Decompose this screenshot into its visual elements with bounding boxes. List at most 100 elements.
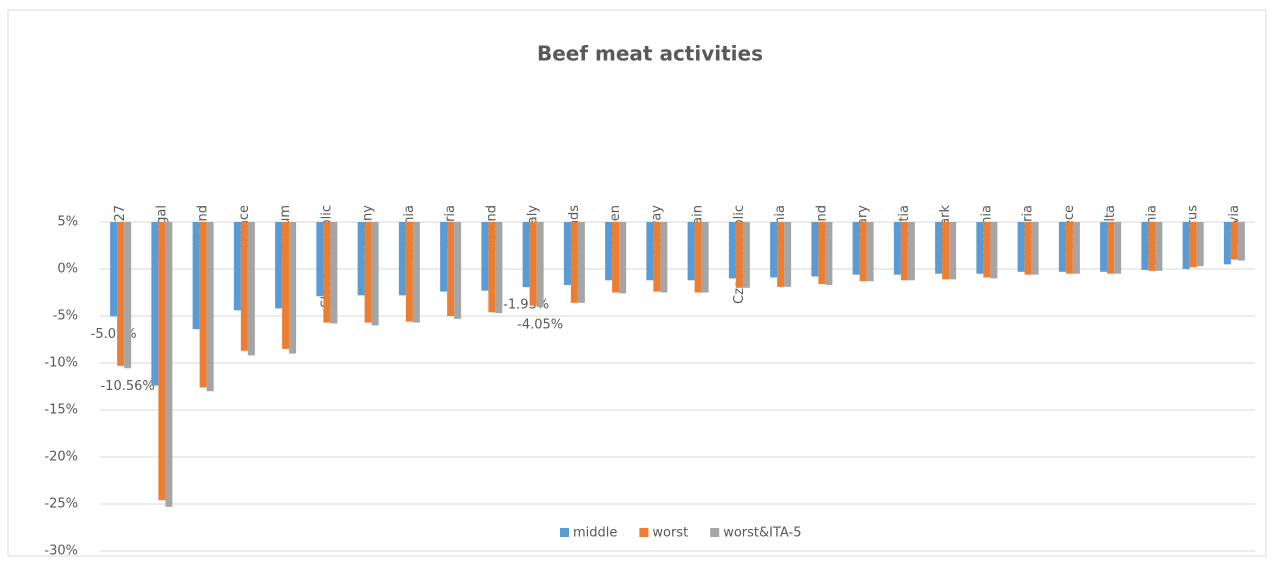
bar: [942, 222, 950, 280]
bar: [454, 222, 462, 319]
legend-label: worst: [652, 526, 688, 541]
bar: [1189, 222, 1197, 268]
bar: [1223, 222, 1231, 265]
bar: [522, 222, 530, 288]
bar: [570, 222, 578, 303]
value-label: -4.05%: [517, 318, 563, 333]
bar: [1065, 222, 1073, 274]
bar: [701, 222, 709, 293]
chart-title: Beef meat activities: [537, 42, 763, 66]
bar: [529, 222, 537, 306]
bar: [976, 222, 984, 274]
bar: [1114, 222, 1122, 274]
bar: [694, 222, 702, 293]
bar: [1072, 222, 1080, 274]
y-tick-label: -25%: [44, 497, 78, 512]
bar: [124, 222, 132, 369]
bar: [577, 222, 585, 303]
bar: [364, 222, 372, 323]
bar: [1148, 222, 1156, 271]
bar: [488, 222, 496, 313]
bar: [192, 222, 200, 330]
bar: [440, 222, 448, 292]
bar: [495, 222, 503, 314]
bar: [323, 222, 331, 323]
bar: [158, 222, 166, 501]
bar: [777, 222, 785, 287]
y-tick-label: -20%: [44, 450, 78, 465]
bar: [859, 222, 867, 282]
bar: [282, 222, 290, 349]
bar: [852, 222, 860, 275]
legend-label: worst&ITA-5: [723, 526, 801, 541]
bar: [1230, 222, 1238, 260]
bar: [481, 222, 489, 291]
bar: [233, 222, 241, 311]
bar: [866, 222, 874, 282]
bar: [1100, 222, 1108, 272]
bar: [612, 222, 620, 293]
bar: [742, 222, 750, 288]
legend-swatch: [710, 528, 720, 537]
bar: [1058, 222, 1066, 272]
bar: [935, 222, 943, 274]
bar: [247, 222, 255, 356]
bar: [371, 222, 379, 326]
bar: [447, 222, 455, 316]
bar: [412, 222, 420, 323]
bar: [990, 222, 998, 279]
bar: [605, 222, 613, 281]
bar: [735, 222, 743, 288]
y-tick-label: -15%: [44, 403, 78, 418]
bar: [563, 222, 571, 285]
bar: [983, 222, 991, 278]
bar: [900, 222, 908, 281]
bar: [949, 222, 957, 280]
bar: [1024, 222, 1032, 275]
bar: [110, 222, 118, 317]
bar: [398, 222, 406, 296]
value-label: -10.56%: [100, 379, 154, 394]
bar: [316, 222, 324, 297]
bar: [893, 222, 901, 275]
bar: [907, 222, 915, 281]
bar: [1017, 222, 1025, 272]
bar: [330, 222, 338, 324]
bar: [660, 222, 668, 293]
bar: [165, 222, 173, 507]
y-tick-label: -5%: [53, 309, 78, 324]
bar: [1237, 222, 1245, 261]
bar: [687, 222, 695, 281]
bar: [289, 222, 297, 354]
bar: [117, 222, 125, 366]
y-tick-label: -30%: [44, 544, 78, 559]
bar: [825, 222, 833, 285]
bar: [784, 222, 792, 287]
y-tick-label: 0%: [57, 262, 78, 277]
bar: [536, 222, 544, 308]
bar: [619, 222, 627, 294]
bar: [357, 222, 365, 296]
chart-frame: [7, 9, 1267, 557]
legend-swatch: [639, 528, 649, 537]
bar: [240, 222, 248, 351]
bar: [206, 222, 214, 392]
bar: [1155, 222, 1163, 271]
y-tick-label: 5%: [57, 215, 78, 230]
y-tick-label: -10%: [44, 356, 78, 371]
bar: [1141, 222, 1149, 270]
bar: [653, 222, 661, 292]
bar: [405, 222, 413, 322]
legend-label: middle: [573, 526, 617, 541]
legend-swatch: [560, 528, 569, 537]
bar: [1182, 222, 1190, 269]
bar: [646, 222, 654, 281]
bar: [770, 222, 778, 278]
bar: [811, 222, 819, 277]
bar: [275, 222, 283, 309]
bar: [151, 222, 159, 386]
bar: [199, 222, 207, 388]
bar: [818, 222, 826, 285]
bar: [728, 222, 736, 279]
